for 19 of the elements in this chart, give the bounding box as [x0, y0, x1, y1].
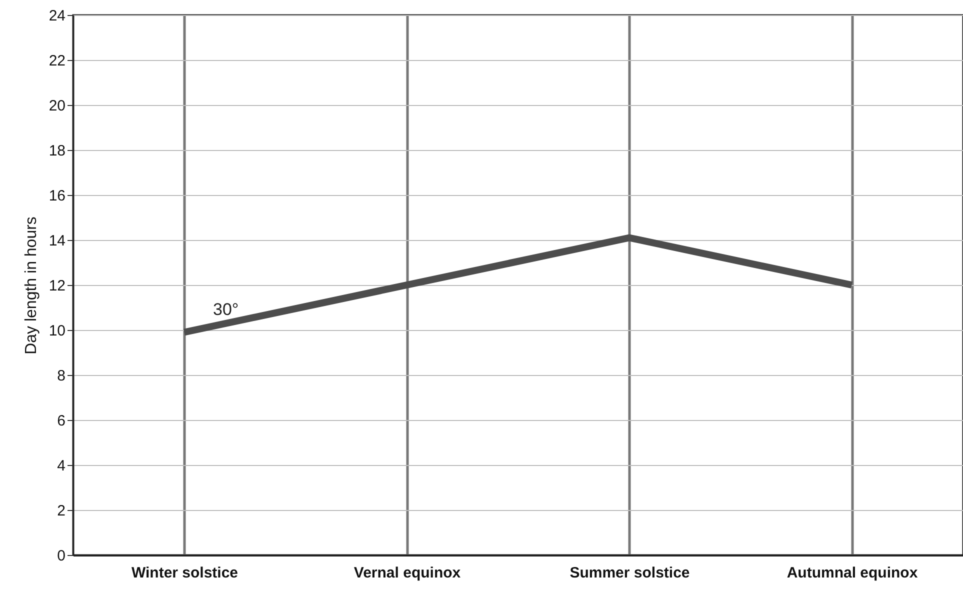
y-tick-label: 8 — [57, 368, 66, 384]
y-axis-title: Day length in hours — [22, 216, 40, 354]
x-tick-label: Winter solstice — [131, 564, 238, 582]
x-tick-label: Vernal equinox — [354, 564, 462, 582]
y-tick-label: 0 — [57, 548, 66, 564]
y-tick-label: 16 — [48, 188, 66, 204]
y-tick-label: 4 — [57, 458, 66, 474]
y-tick-label: 10 — [48, 322, 66, 340]
y-tick-label: 6 — [57, 412, 66, 430]
y-tick-label: 12 — [48, 278, 66, 294]
y-tick-label: 20 — [48, 98, 66, 114]
annotation: 30° — [213, 300, 239, 319]
y-tick-label: 2 — [57, 502, 66, 520]
y-tick-label: 14 — [48, 232, 66, 250]
y-tick-label: 18 — [48, 142, 66, 160]
x-tick-label: Summer solstice — [570, 564, 690, 582]
y-tick-label: 24 — [48, 8, 66, 24]
x-tick-label: Autumnal equinox — [786, 564, 918, 582]
y-tick-label: 22 — [48, 52, 66, 70]
